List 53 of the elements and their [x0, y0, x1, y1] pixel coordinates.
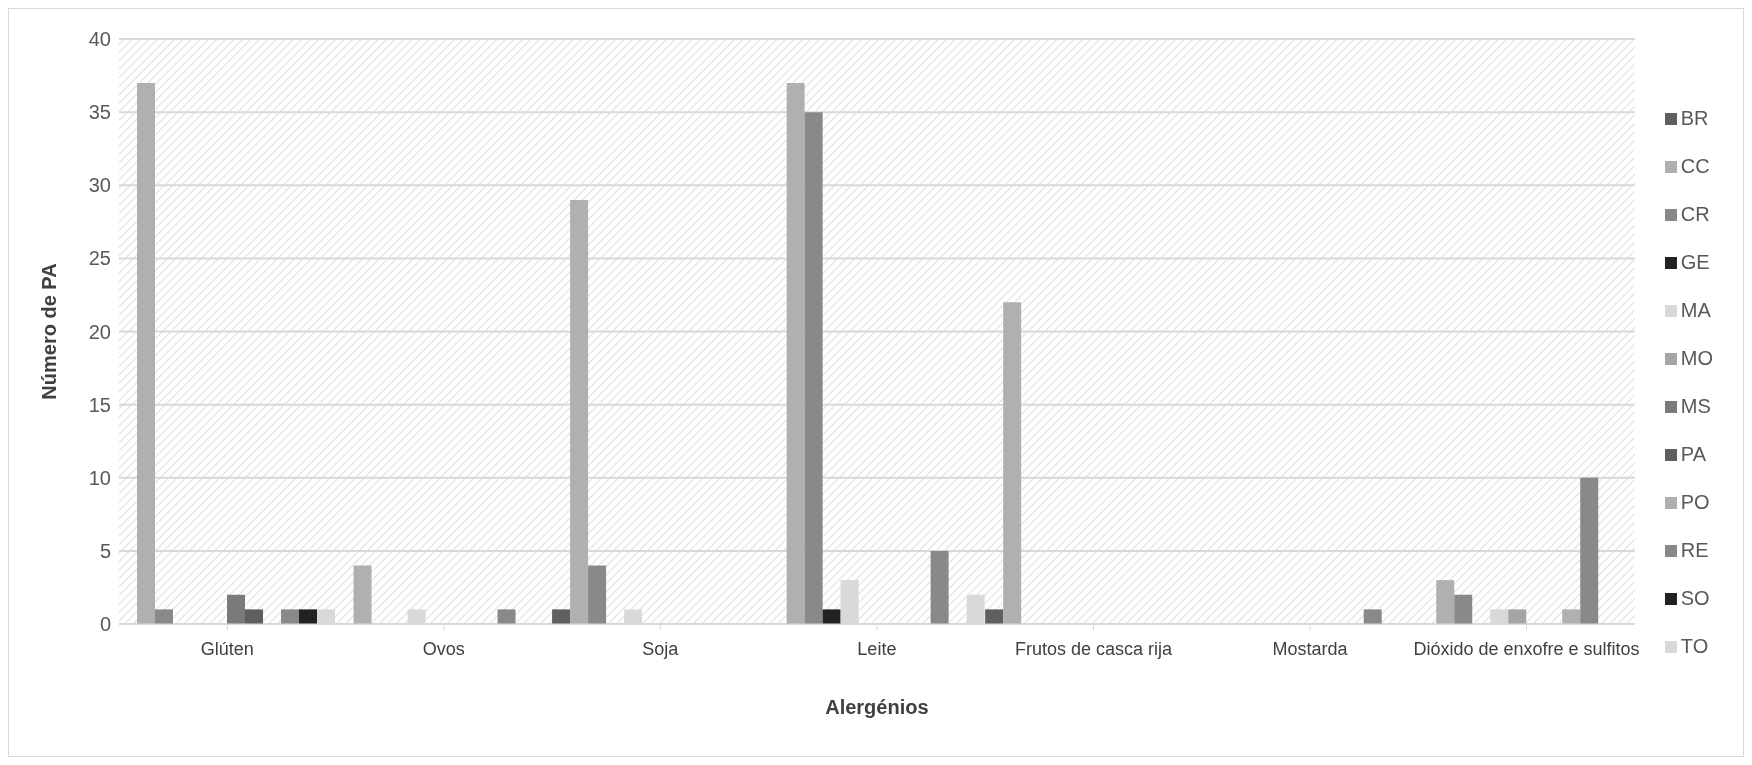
bar	[137, 82, 155, 624]
y-tick-label: 25	[88, 247, 111, 270]
bar	[1003, 302, 1022, 624]
bar	[1562, 609, 1581, 624]
bar	[1454, 594, 1473, 624]
legend-label: BR	[1680, 106, 1709, 129]
bar	[786, 82, 805, 624]
x-tick-label: Mostarda	[1272, 638, 1349, 659]
bar	[552, 609, 571, 624]
y-tick-label: 10	[88, 466, 111, 489]
legend-label: MS	[1680, 394, 1711, 417]
bar	[822, 609, 841, 624]
bar	[227, 594, 245, 624]
y-tick-label: 20	[88, 320, 111, 343]
bar	[985, 609, 1004, 624]
bar	[930, 550, 949, 624]
legend-label: MO	[1680, 346, 1713, 369]
bar	[299, 609, 317, 624]
y-tick-label: 30	[88, 174, 111, 197]
bar	[1363, 609, 1382, 624]
bar	[155, 609, 173, 624]
bar	[1436, 580, 1455, 624]
bar	[570, 199, 589, 624]
bar	[353, 565, 372, 624]
legend-label: CC	[1680, 154, 1710, 177]
x-tick-label: Soja	[642, 638, 680, 659]
legend-label: PA	[1680, 442, 1706, 465]
x-axis-title: Alergénios	[825, 696, 929, 718]
y-tick-label: 40	[88, 28, 111, 51]
legend-label: TO	[1680, 634, 1709, 657]
legend-label: GE	[1680, 250, 1710, 273]
x-tick-label: Ovos	[422, 638, 465, 659]
y-tick-label: 0	[99, 613, 111, 636]
bar	[245, 609, 263, 624]
bar	[588, 565, 607, 624]
bar	[1580, 477, 1599, 624]
bar	[497, 609, 516, 624]
bar	[1508, 609, 1527, 624]
x-tick-label: Frutos de casca rija	[1014, 638, 1173, 659]
x-tick-label: Dióxido de enxofre e sulfitos	[1413, 638, 1640, 659]
bar	[281, 609, 299, 624]
y-tick-label: 15	[88, 393, 111, 416]
y-tick-label: 5	[99, 539, 111, 562]
y-tick-label: 35	[88, 101, 111, 124]
y-axis-title: Número de PA	[38, 263, 61, 400]
legend-label: SO	[1680, 586, 1710, 609]
legend-label: MA	[1680, 298, 1711, 321]
legend-label: CR	[1680, 202, 1710, 225]
legend-label: RE	[1680, 538, 1709, 561]
x-tick-label: Leite	[857, 638, 897, 659]
bar	[804, 112, 823, 624]
legend-label: PO	[1680, 490, 1710, 513]
x-tick-label: Glúten	[200, 638, 254, 659]
